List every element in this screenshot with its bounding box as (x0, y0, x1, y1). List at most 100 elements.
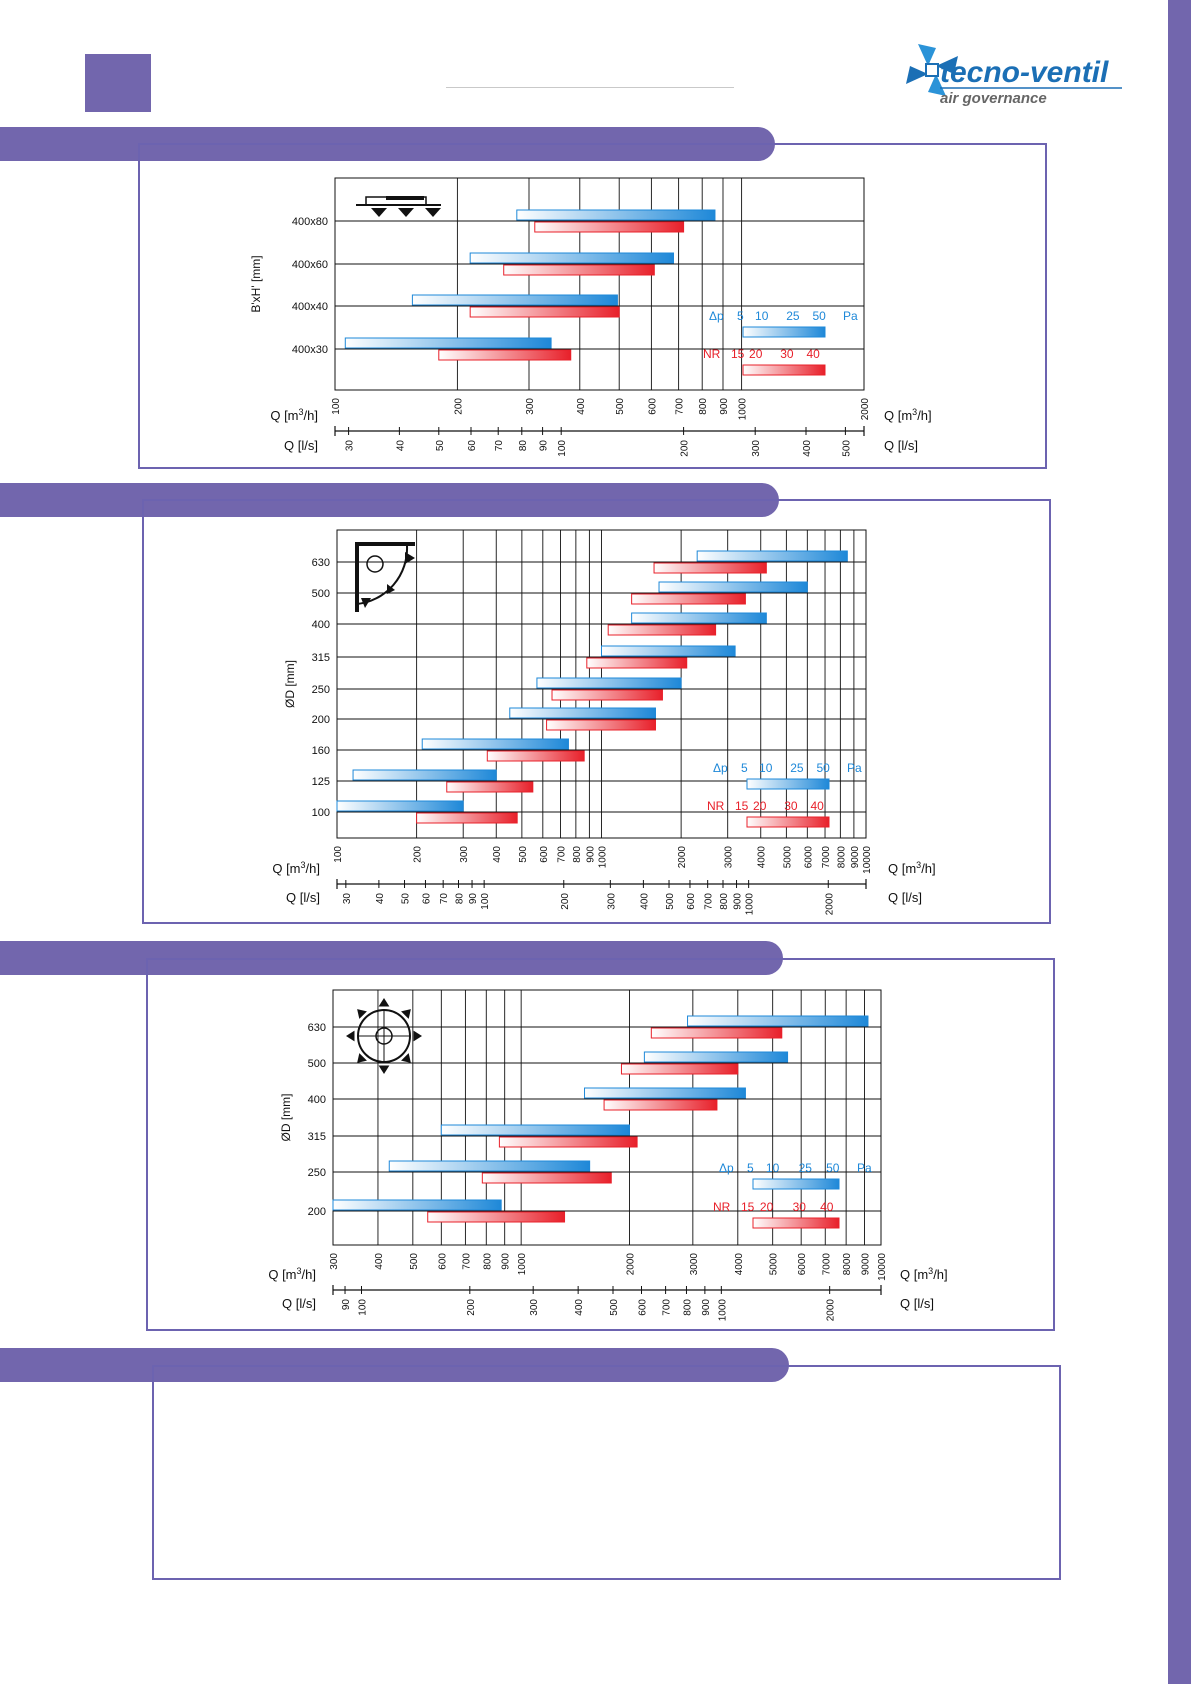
x-axis-label-ls: Q [l/s] (286, 890, 320, 905)
dp-bar-500 (658, 581, 808, 593)
x-tick-m3h: 500 (409, 1253, 420, 1270)
x-tick-ls: 700 (704, 893, 715, 910)
legend-nr-bar (746, 816, 830, 828)
category-label: 400x40 (292, 301, 328, 313)
x-axis-label-m3h: Q [m3/h] (270, 407, 318, 423)
brand-logo: tecno-ventil air governance (906, 44, 1122, 107)
legend-dp-value: 50 (816, 761, 830, 775)
legend-dp-value: 25 (786, 309, 800, 323)
fan-icon (906, 44, 958, 96)
x-tick-m3h: 300 (329, 1253, 340, 1270)
legend-nr-bar (752, 1217, 840, 1229)
x-tick-ls: 80 (518, 440, 529, 452)
corner-square (85, 54, 151, 112)
x-axis-label-ls: Q [l/s] (888, 890, 922, 905)
x-tick-ls: 400 (639, 893, 650, 910)
nr-bar-250 (481, 1172, 612, 1184)
x-tick-ls: 2000 (826, 1299, 837, 1322)
category-label: 400x80 (292, 216, 328, 228)
x-tick-ls: 100 (480, 893, 491, 910)
x-tick-ls: 800 (682, 1299, 693, 1316)
legend-dp-value: 5 (747, 1161, 754, 1175)
legend-nr-value: 20 (753, 799, 767, 813)
y-axis-label: B'xH' [mm] (249, 255, 263, 312)
nr-bar-500 (631, 593, 746, 605)
dp-bar-400 (631, 612, 767, 624)
x-tick-m3h: 900 (585, 846, 596, 863)
legend-nr-value: 40 (806, 347, 820, 361)
x-tick-m3h: 200 (413, 846, 424, 863)
x-tick-m3h: 100 (331, 398, 342, 415)
category-label: 315 (312, 652, 330, 664)
nr-bar-160 (486, 750, 585, 762)
bar-legend: Δp Pa NR 5 10 25 50 15 20 30 40 (703, 309, 858, 376)
legend-dp-value: 10 (759, 761, 773, 775)
nr-bar-630 (653, 562, 767, 574)
nr-bar-630 (650, 1027, 783, 1039)
x-tick-m3h: 2000 (860, 398, 871, 421)
x-tick-m3h: 4000 (757, 846, 768, 869)
legend-nr-value: 15 (731, 347, 745, 361)
nr-bar-200 (427, 1211, 566, 1223)
legend-dp-unit: Pa (847, 761, 862, 775)
x-tick-m3h: 1000 (738, 398, 749, 421)
legend-dp-value: 10 (766, 1161, 780, 1175)
legend-dp-unit: Pa (843, 309, 858, 323)
x-tick-ls: 50 (435, 440, 446, 452)
category-label: 630 (312, 557, 330, 569)
nr-bar-400 (603, 1099, 718, 1111)
dp-bar-315 (440, 1124, 630, 1136)
x-tick-m3h: 8000 (836, 846, 847, 869)
dp-bar-400x40 (411, 294, 618, 306)
x-tick-ls: 90 (539, 440, 550, 452)
x-tick-ls: 80 (455, 893, 466, 905)
legend-nr-value: 30 (784, 799, 798, 813)
nr-bar-250 (551, 689, 663, 701)
legend-dp-bar (752, 1178, 840, 1190)
category-label: 250 (312, 684, 330, 696)
legend-nr-value: 20 (749, 347, 763, 361)
x-tick-ls: 2000 (824, 893, 835, 916)
category-label: 200 (308, 1206, 326, 1218)
legend-dp-value: 5 (737, 309, 744, 323)
x-tick-m3h: 2000 (625, 1253, 636, 1276)
dp-bar-400x60 (469, 252, 674, 264)
x-tick-ls: 900 (733, 893, 744, 910)
x-tick-m3h: 800 (572, 846, 583, 863)
x-tick-ls: 600 (638, 1299, 649, 1316)
x-axis-label-m3h: Q [m3/h] (884, 407, 932, 423)
x-tick-ls: 50 (401, 893, 412, 905)
x-tick-m3h: 1000 (598, 846, 609, 869)
x-tick-m3h: 600 (437, 1253, 448, 1270)
x-tick-ls: 70 (439, 893, 450, 905)
category-label: 500 (308, 1058, 326, 1070)
legend-nr-value: 30 (793, 1200, 807, 1214)
x-tick-ls: 70 (494, 440, 505, 452)
x-tick-m3h: 700 (557, 846, 568, 863)
x-tick-m3h: 500 (615, 398, 626, 415)
right-edge-bar (1168, 0, 1191, 1684)
legend-dp-value: 50 (826, 1161, 840, 1175)
x-tick-ls: 500 (609, 1299, 620, 1316)
dp-bar-200 (332, 1199, 502, 1211)
nr-bar-500 (620, 1063, 739, 1075)
x-tick-m3h: 600 (647, 398, 658, 415)
corner-diffuser-icon (355, 542, 415, 612)
x-tick-m3h: 800 (482, 1253, 493, 1270)
legend-dp-value: 25 (799, 1161, 813, 1175)
header-rule (446, 87, 734, 88)
nr-bar-200 (546, 719, 656, 731)
legend-nr-label: NR (713, 1200, 731, 1214)
nr-bar-400x80 (534, 221, 685, 233)
x-tick-ls: 300 (529, 1299, 540, 1316)
x-tick-ls: 700 (662, 1299, 673, 1316)
x-axis-label-ls: Q [l/s] (284, 438, 318, 453)
x-axis-label-ls: Q [l/s] (900, 1296, 934, 1311)
bar-legend: Δp Pa NR 5 10 25 50 15 20 30 40 (707, 761, 862, 828)
dp-bar-400 (584, 1087, 746, 1099)
x-tick-m3h: 1000 (517, 1253, 528, 1276)
nr-bar-400 (607, 624, 717, 636)
dp-bar-250 (388, 1160, 591, 1172)
x-tick-ls: 300 (751, 440, 762, 457)
x-tick-m3h: 10000 (862, 846, 873, 874)
